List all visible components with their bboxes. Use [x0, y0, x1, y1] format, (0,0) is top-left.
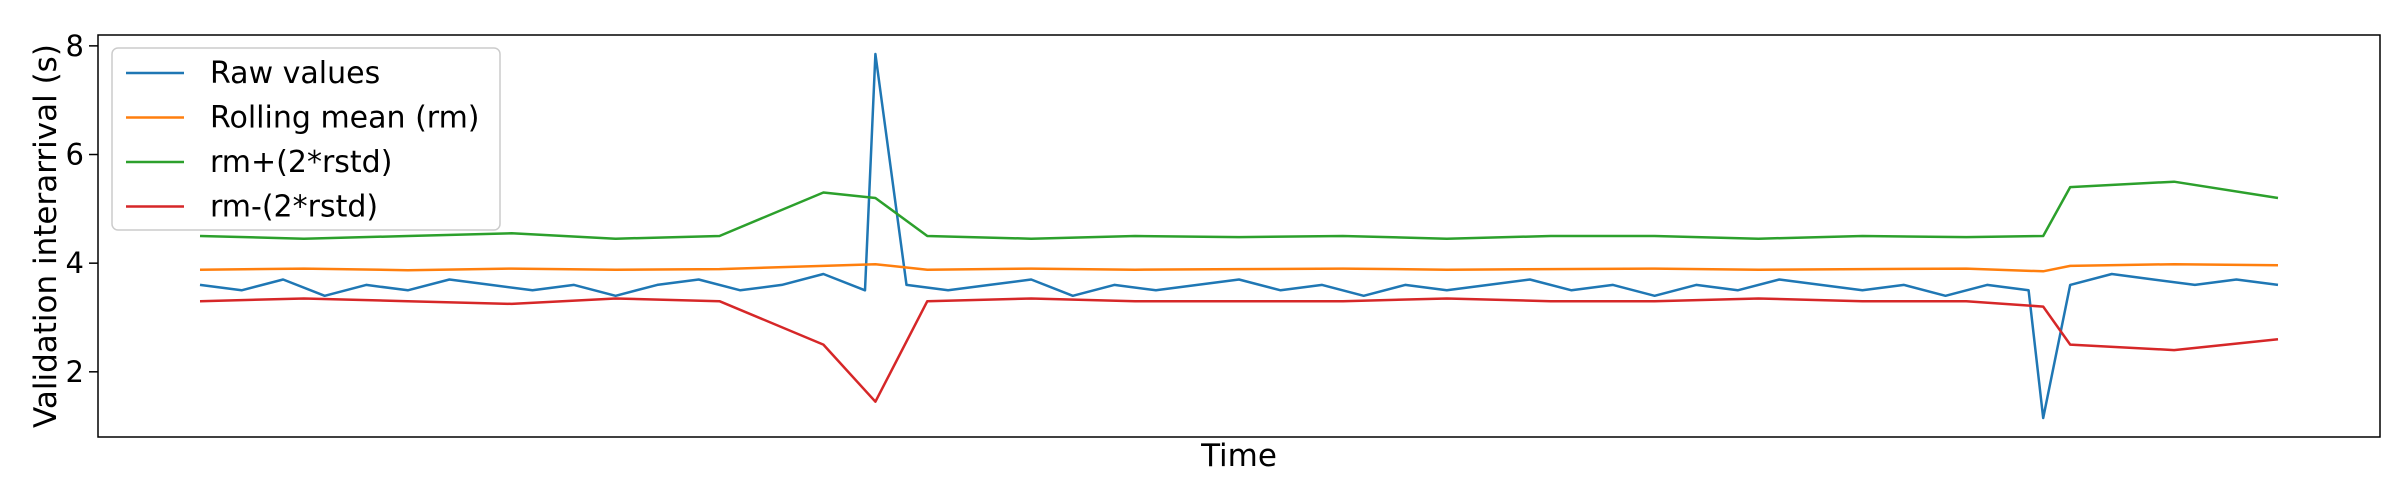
y-tick-label: 8 [66, 29, 84, 63]
y-tick-label: 6 [66, 138, 84, 172]
series-line-rm-2-rstd [199, 297, 2279, 403]
y-tick-label: 4 [66, 246, 84, 280]
series-line-raw-values [199, 52, 2279, 420]
series-line-rolling-mean-rm [199, 262, 2279, 273]
legend: Raw values Rolling mean (rm) rm+(2*rstd) rm… [111, 47, 501, 231]
legend-label-rm-2-rstd: rm-(2*rstd) [210, 190, 378, 225]
plot-frame [97, 34, 2381, 438]
legend-label-raw-values: Raw values [210, 56, 380, 91]
series-line-rm-2-rstd [199, 180, 2279, 240]
y-tick-label: 2 [66, 355, 84, 389]
legend-label-rm-2-rstd: rm+(2*rstd) [210, 145, 392, 180]
legend-box [111, 47, 501, 231]
y-axis-label: Validation interarrival (s) [28, 44, 64, 428]
y-axis: 2 4 6 8 [66, 29, 98, 389]
plot-area [199, 52, 2279, 420]
x-axis-label: Time [1200, 438, 1277, 474]
legend-label-rolling-mean-rm: Rolling mean (rm) [210, 101, 480, 136]
